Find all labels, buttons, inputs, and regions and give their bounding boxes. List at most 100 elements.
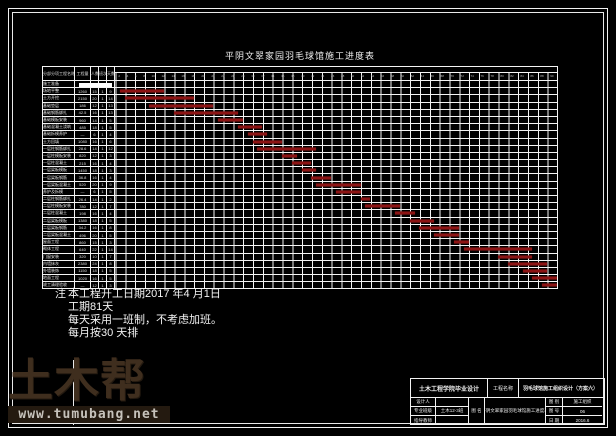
task-value: 18 (90, 266, 99, 276)
task-value: 7 (106, 202, 115, 211)
watermark: 土木帮 www.tumubang.net (8, 356, 170, 423)
task-value: 5 (106, 266, 115, 276)
task-row: 外墙装饰 1150 18 1 5 (42, 266, 558, 276)
timeline-cell (114, 87, 558, 96)
task-value: 1260 (74, 87, 91, 96)
task-value: 2150 (74, 94, 91, 103)
gantt-bar (247, 132, 268, 136)
timeline-cell (114, 202, 558, 211)
task-value: 1 (98, 259, 107, 268)
task-value: 1 (98, 223, 107, 232)
timeline-cell (114, 101, 558, 110)
designer-value (436, 398, 469, 407)
task-value: 1080 (74, 137, 91, 146)
task-name: 场地平整 (42, 87, 75, 96)
column-header: 天数 (106, 66, 115, 81)
task-value: 20 (90, 180, 99, 189)
task-value: 1 (98, 173, 107, 182)
timeline-cell (114, 115, 558, 125)
day-tick: 30 (251, 74, 255, 78)
drawing-name-label: 图 名 (469, 398, 485, 425)
drawing-frame-inner (12, 12, 604, 424)
task-value: 20 (90, 230, 99, 240)
gantt-bar (237, 125, 263, 129)
day-tick: 36 (281, 74, 285, 78)
class-label: 专业班级 (411, 407, 436, 416)
timeline-cell (114, 130, 558, 139)
timeline-cell (114, 187, 558, 197)
task-name: 基础拆模养护 (42, 130, 75, 139)
day-tick: 34 (271, 74, 275, 78)
timeline-cell (114, 144, 558, 153)
task-value: — (74, 187, 91, 197)
task-value: 1 (98, 159, 107, 168)
task-value: 42.5 (74, 108, 91, 117)
task-name: 一层梁板模板 (42, 166, 75, 175)
day-tick: 60 (400, 74, 405, 78)
task-value: 1 (98, 202, 107, 211)
day-tick: 4 (126, 74, 129, 78)
task-name: 二层梁板混凝土 (42, 230, 75, 240)
day-tick: 14 (171, 74, 175, 78)
task-value: 780 (74, 202, 91, 211)
meta-value: 06 (563, 407, 602, 416)
day-tick: 32 (261, 74, 265, 78)
timeline-day-ticks: 2 4 6 8 10 12 14 16 18 20 22 24 26 28 30 32 34 36 38 40 42 44… (114, 72, 558, 81)
gantt-bar (291, 161, 312, 165)
task-name: 基础模板安装 (42, 115, 75, 125)
drawing-frame-outer (8, 8, 608, 428)
task-value: 640 (74, 245, 91, 254)
gantt-bar (498, 255, 533, 259)
day-tick: 74 (470, 74, 474, 78)
designer-label: 设计人 (411, 398, 436, 407)
drawing-name-value: 平阴文翠家园羽毛球馆施工进度表 (485, 398, 546, 425)
task-row: 土方回填 1080 16 1 6 (42, 137, 558, 146)
signature-strip-divider (73, 360, 74, 425)
task-value: 3 (106, 166, 115, 175)
day-tick: 62 (410, 74, 415, 78)
meta-label: 图 别 (546, 398, 563, 407)
task-value: 1 (98, 130, 107, 139)
task-row: 内墙抹灰 2380 24 1 8 (42, 259, 558, 268)
note-line: 工期81天 (68, 301, 114, 313)
day-tick: 70 (450, 74, 454, 78)
gantt-bar (218, 118, 243, 122)
meta-value: 施工组织 (563, 398, 602, 407)
note-marker: 注 (55, 288, 66, 300)
task-value: 22 (90, 245, 99, 254)
day-tick: 50 (350, 74, 355, 78)
day-tick: 80 (500, 74, 504, 78)
timeline-cell (114, 173, 558, 182)
task-value: 6 (90, 187, 99, 197)
task-value: 28.6 (74, 144, 91, 153)
task-value: 20 (90, 94, 99, 103)
task-value: 12 (106, 144, 115, 153)
timeline-cell (114, 230, 558, 240)
gantt-bar (419, 226, 459, 230)
task-value: 36.8 (74, 173, 91, 182)
task-value: 1 (98, 230, 107, 240)
task-value: 1150 (74, 266, 91, 276)
gantt-table: 分部分项工程名称 工程量 人数 班次 天数 2 4 6 8 10 12 14 16 18 20 22 24 26 2… (42, 66, 558, 290)
day-tick: 54 (370, 74, 375, 78)
task-name: 二层柱混凝土 (42, 209, 75, 218)
gantt-bar (409, 219, 435, 223)
day-tick: 46 (330, 74, 335, 78)
task-value: 3 (106, 151, 115, 161)
title-block-school: 土木工程学院毕业设计 (411, 379, 488, 397)
task-value: — (74, 130, 91, 139)
column-header: 人数 (90, 66, 99, 81)
task-row: 一层梁板模板 1450 18 1 3 (42, 166, 558, 175)
day-tick: 64 (420, 74, 424, 78)
day-tick: 44 (320, 74, 325, 78)
task-name: 二层柱模板安装 (42, 202, 75, 211)
task-value: 12 (90, 151, 99, 161)
task-value: 12 (90, 202, 99, 211)
day-tick: 52 (360, 74, 365, 78)
gantt-bar (360, 197, 371, 201)
task-value: 1 (98, 115, 107, 125)
task-value: 14 (90, 194, 99, 204)
gantt-bar (257, 147, 317, 151)
gantt-bar (522, 269, 548, 273)
